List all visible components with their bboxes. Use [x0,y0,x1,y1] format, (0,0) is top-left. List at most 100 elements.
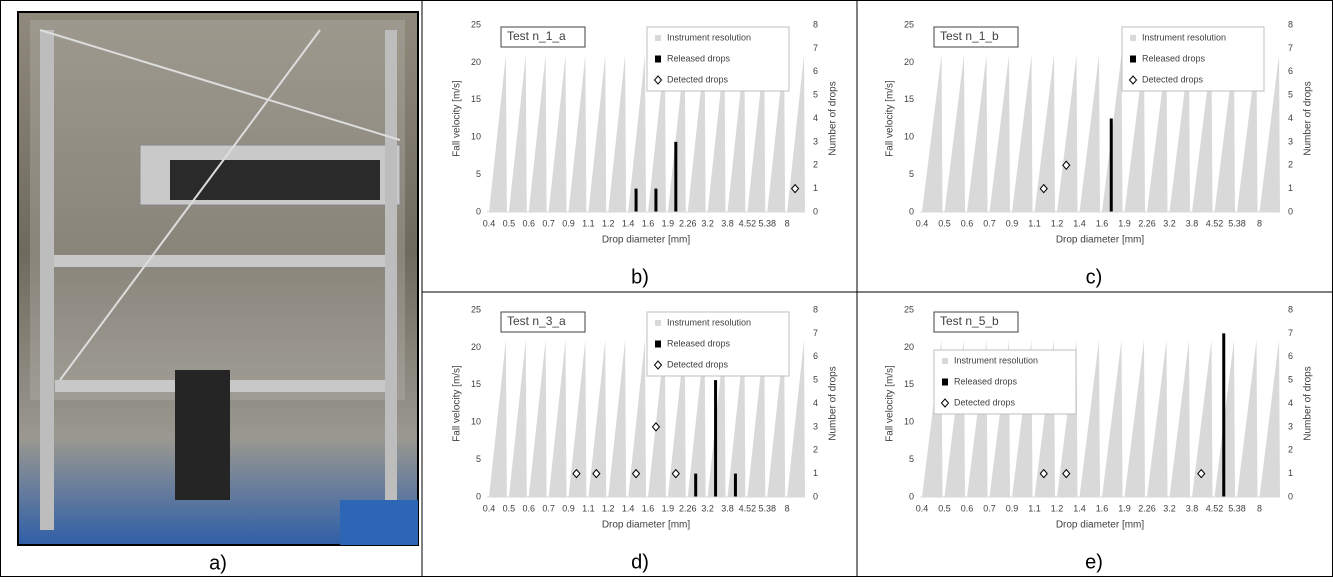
y-tick-label: 10 [904,417,914,427]
x-tick-label: 0.5 [503,218,516,228]
y2-tick-label: 1 [813,468,818,478]
detected-marker [1197,468,1206,479]
resolution-tooth [528,339,547,497]
y2-tick-label: 1 [1288,183,1293,193]
resolution-tooth [1079,54,1100,212]
x-tick-label: 0.7 [542,503,555,513]
legend-swatch [1130,35,1136,41]
y2-tick-label: 1 [813,183,818,193]
chart-title: Test n_1_b [940,29,999,43]
y-axis-label: Fall velocity [m/s] [885,365,896,442]
x-tick-label: 1.9 [1118,503,1131,513]
chart: 0 5 10 15 20 25 0 1 2 3 4 5 6 7 8 0.4 0.5 0.6 0.7 0.9 1.1 1.2… [452,19,839,288]
x-tick-label: 0.7 [542,218,555,228]
x-axis-label: Drop diameter [mm] [1056,235,1145,246]
x-tick-label: 8 [785,218,790,228]
resolution-tooth [1034,54,1055,212]
y2-axis-label: Number of drops [828,366,839,440]
legend-label: Released drops [667,338,731,348]
x-tick-label: 5.38 [758,218,776,228]
x-tick-label: 1.9 [662,503,675,513]
x-tick-label: 4.52 [1206,218,1224,228]
y-axis-label: Fall velocity [m/s] [452,365,463,442]
resolution-tooth [1147,54,1168,212]
y2-tick-label: 6 [813,66,818,76]
detected-marker [651,422,661,432]
resolution-tooth [1169,54,1190,212]
resolution-tooth [787,339,805,497]
legend-swatch [653,75,663,85]
resolution-tooth [489,54,507,212]
y-tick-label: 15 [471,379,481,389]
x-tick-label: 1.6 [1096,503,1109,513]
y-tick-label: 25 [471,304,481,314]
legend-label: Released drops [1142,53,1206,63]
y-tick-label: 25 [904,19,914,29]
legend-swatch [655,35,661,41]
y2-tick-label: 8 [1288,304,1293,314]
y2-tick-label: 0 [813,206,818,216]
x-tick-label: 2.26 [1138,503,1156,513]
x-tick-label: 1.4 [1073,218,1086,228]
y-tick-label: 10 [471,132,481,142]
resolution-tooth [767,339,786,497]
legend-swatch [653,360,663,370]
y2-tick-label: 7 [813,43,818,53]
resolution-tooth [727,339,746,497]
legend-label: Detected drops [667,359,729,369]
resolution-tooth [548,54,567,212]
y-tick-label: 20 [471,342,481,352]
detected-marker [631,468,641,479]
y2-tick-label: 7 [1288,43,1293,53]
resolution-tooth [967,54,988,212]
resolution-tooth [767,54,786,212]
y2-tick-label: 0 [813,491,818,501]
resolution-tooth [667,54,686,212]
legend-swatch [655,340,661,348]
y2-tick-label: 3 [1288,421,1293,431]
y-tick-label: 0 [909,491,914,501]
x-tick-label: 3.2 [701,503,714,513]
x-tick-label: 2.26 [679,503,697,513]
x-tick-label: 1.4 [1073,503,1086,513]
y2-tick-label: 3 [1288,136,1293,146]
y2-axis-label: Number of drops [1303,366,1314,440]
title-box [933,26,1019,48]
x-tick-label: 4.52 [1206,503,1224,513]
resolution-tooth [588,339,607,497]
resolution-tooth [528,54,547,212]
x-tick-label: 0.4 [483,503,496,513]
resolution-tooth [1102,339,1123,497]
title-box [500,26,586,48]
legend-swatch [655,320,661,326]
resolution-tooth [1124,54,1145,212]
y-tick-label: 20 [904,342,914,352]
y2-tick-label: 3 [813,136,818,146]
released-bar [1109,118,1113,212]
x-tick-label: 2.26 [679,218,697,228]
resolution-tooth [508,339,527,497]
legend-label: Instrument resolution [667,32,751,42]
chart-title: Test n_3_a [507,314,566,328]
legend-swatch [942,378,948,386]
panel-label: b) [631,266,649,288]
x-tick-label: 0.4 [483,218,496,228]
y2-tick-label: 4 [813,113,818,123]
resolution-tooth [648,54,666,212]
resolution-tooth [1147,339,1168,497]
legend-box [646,26,790,92]
y-tick-label: 10 [471,417,481,427]
resolution-tooth [1237,339,1258,497]
x-tick-label: 0.7 [983,503,996,513]
x-tick-label: 5.38 [1228,503,1246,513]
x-tick-label: 1.1 [1028,503,1041,513]
legend-box [1121,26,1265,92]
y-tick-label: 0 [476,206,481,216]
y2-tick-label: 0 [1288,491,1293,501]
y-tick-label: 5 [909,169,914,179]
released-bar [733,473,737,497]
x-tick-label: 1.4 [622,503,635,513]
y2-tick-label: 8 [813,304,818,314]
y2-tick-label: 3 [813,421,818,431]
legend-label: Detected drops [667,74,729,84]
